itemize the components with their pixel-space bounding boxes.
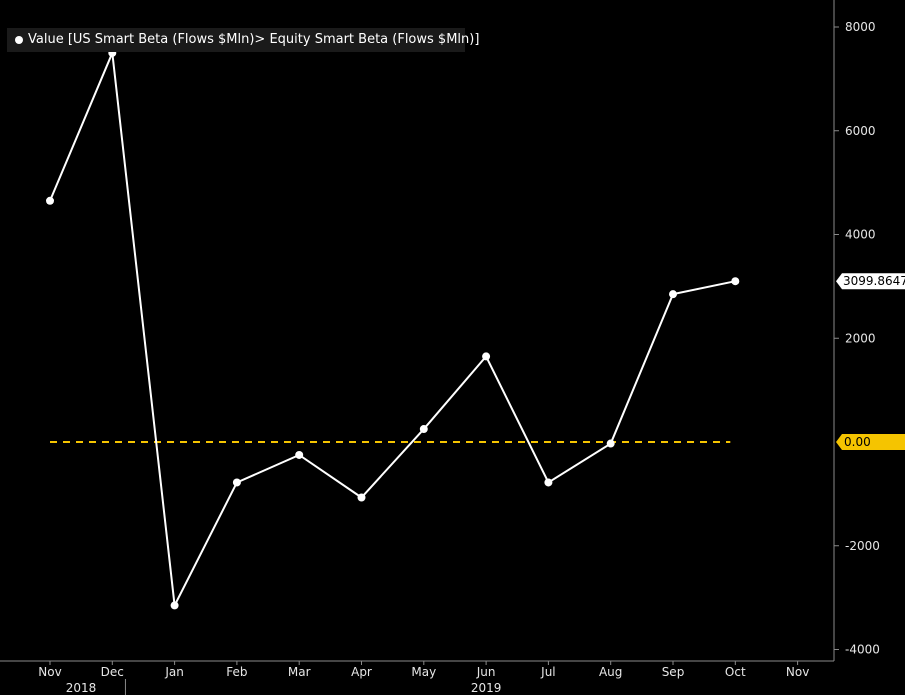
x-tick-label: Dec [101,665,124,679]
data-point [544,478,553,487]
data-point [357,493,366,502]
x-tick-label: Feb [226,665,247,679]
data-point [482,352,491,361]
x-tick-label: Oct [725,665,746,679]
series-line [49,49,736,609]
y-tick-label: 4000 [845,228,876,242]
y-tick-label: 6000 [845,124,876,138]
data-point [669,290,677,299]
x-tick-label: Jun [476,665,496,679]
year-label: 2018 [66,681,97,695]
last-value-label: 3099.8647 [843,274,905,288]
zero-value-label: 0.00 [844,435,871,449]
zero-value-tag [836,434,905,450]
y-tick-label: 8000 [845,20,876,34]
x-tick-label: May [411,665,436,679]
legend-label: Value [US Smart Beta (Flows $Mln)> Equit… [28,32,480,47]
data-point [170,601,179,610]
y-tick-label: -4000 [845,643,880,657]
y-tick-label: 2000 [845,331,876,345]
x-tick-label: Jan [164,665,184,679]
x-tick-label: Mar [288,665,311,679]
x-tick-label: Apr [351,665,372,679]
data-point [606,439,615,448]
legend: Value [US Smart Beta (Flows $Mln)> Equit… [7,28,479,52]
y-tick-label: -2000 [845,539,880,553]
data-point [295,450,304,459]
data-point [46,196,54,205]
year-label: 2019 [471,681,502,695]
x-tick-label: Nov [786,665,809,679]
x-tick-label: Nov [38,665,61,679]
legend-marker-icon [15,36,23,44]
data-point [232,478,241,487]
last-value-tag [836,273,905,290]
x-tick-label: Sep [662,665,685,679]
x-tick-label: Jul [540,665,555,679]
x-tick-label: Aug [599,665,622,679]
data-point [731,277,740,286]
data-point [419,425,428,434]
